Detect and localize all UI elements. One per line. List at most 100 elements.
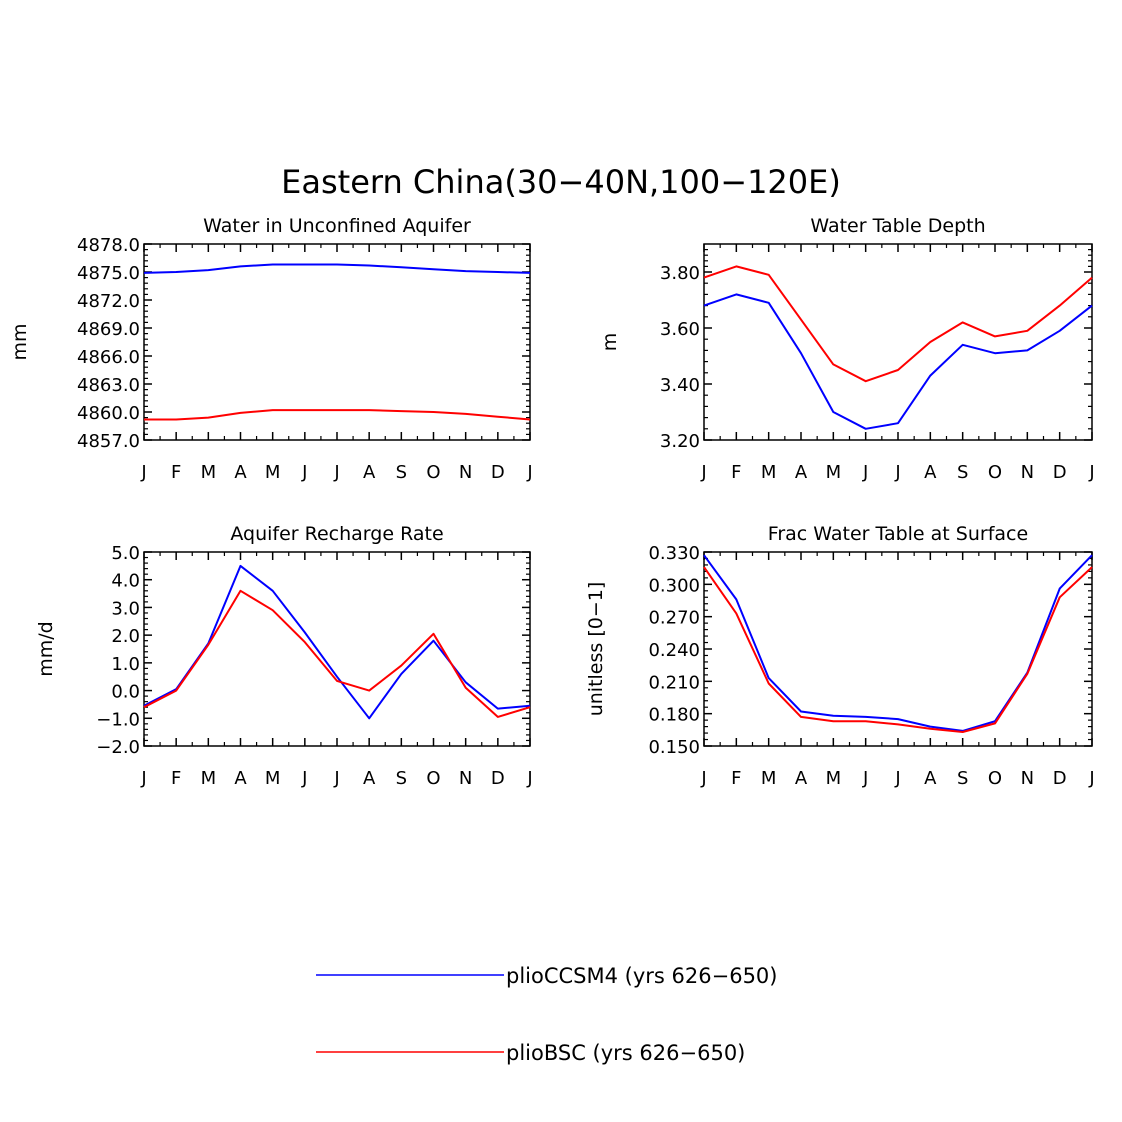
x-tick-label: J: [1088, 462, 1094, 483]
legend: plioCCSM4 (yrs 626−650) plioBSC (yrs 626−…: [316, 964, 777, 1065]
y-tick-label: 0.150: [648, 737, 700, 758]
x-tick-label: J: [301, 768, 307, 789]
series-line-plioBSC: [144, 409, 531, 421]
figure-title: Eastern China(30−40N,100−120E): [281, 163, 841, 201]
y-tick-label: 1.0: [111, 654, 140, 675]
x-tick-label: F: [731, 768, 741, 789]
x-tick-label: M: [761, 462, 777, 483]
x-tick-label: A: [924, 768, 937, 789]
x-tick-label: M: [826, 768, 842, 789]
x-tick-label: M: [826, 462, 842, 483]
x-tick-label: J: [140, 462, 146, 483]
y-tick-label: 0.300: [648, 575, 700, 596]
panel-4: J F M A M J J A S O N D J0.1500.1800.2100.2400.2700.…: [585, 523, 1095, 789]
y-tick-label: 0.330: [648, 543, 700, 564]
y-tick-label: 4.0: [111, 571, 140, 592]
series-line-plioCCSM4: [143, 263, 531, 274]
x-tick-label: A: [924, 462, 937, 483]
panel-title: Water in Unconfined Aquifer: [203, 215, 471, 237]
y-tick-label: 4860.0: [77, 403, 140, 424]
x-tick-label: J: [700, 462, 706, 483]
x-tick-label: F: [171, 768, 181, 789]
series-line-plioCCSM4: [703, 293, 1093, 430]
x-tick-label: J: [140, 768, 146, 789]
panel-3: J F M A M J J A S O N D J−2.0−1.00.01.02.03.04.05.0A…: [35, 523, 533, 789]
y-tick-label: 2.0: [111, 626, 140, 647]
x-tick-label: J: [862, 768, 868, 789]
x-tick-label: S: [957, 462, 968, 483]
x-tick-label: J: [526, 768, 532, 789]
series-line-plioBSC: [703, 265, 1093, 383]
legend-label: plioBSC (yrs 626−650): [506, 1041, 745, 1065]
x-tick-label: O: [988, 768, 1002, 789]
x-tick-label: F: [171, 462, 181, 483]
x-tick-label: J: [894, 462, 900, 483]
x-tick-label: A: [234, 768, 247, 789]
x-tick-label: O: [426, 768, 440, 789]
y-tick-label: 3.40: [660, 375, 700, 396]
x-tick-label: J: [862, 462, 868, 483]
y-tick-label: 4863.0: [77, 375, 140, 396]
legend-item-plioCCSM4: plioCCSM4 (yrs 626−650): [316, 964, 777, 988]
legend-item-plioBSC: plioBSC (yrs 626−650): [316, 1041, 745, 1065]
x-tick-label: J: [894, 768, 900, 789]
x-tick-label: D: [1053, 462, 1067, 483]
y-tick-label: 3.20: [660, 431, 700, 452]
panel-title: Frac Water Table at Surface: [768, 523, 1028, 545]
x-tick-label: N: [459, 462, 472, 483]
panel-title: Aquifer Recharge Rate: [230, 523, 443, 545]
y-tick-label: 0.270: [648, 608, 700, 629]
y-axis-label: m: [599, 333, 621, 352]
x-tick-label: N: [1021, 768, 1034, 789]
panel-1: J F M A M J J A S O N D J4857.04860.04863.04866.0486…: [9, 215, 533, 483]
y-tick-label: 4869.0: [77, 319, 140, 340]
y-tick-label: 0.240: [648, 640, 700, 661]
panels: J F M A M J J A S O N D J4857.04860.04863.04866.0486…: [9, 215, 1095, 789]
x-tick-label: S: [396, 768, 407, 789]
y-tick-label: 0.210: [648, 672, 700, 693]
series-line-plioBSC: [143, 589, 531, 718]
x-tick-label: D: [1053, 768, 1067, 789]
y-tick-label: 4866.0: [77, 347, 140, 368]
x-tick-label: N: [1021, 462, 1034, 483]
y-tick-label: −2.0: [96, 737, 140, 758]
x-tick-label: A: [363, 462, 376, 483]
y-tick-label: 0.180: [648, 705, 700, 726]
x-tick-label: J: [333, 768, 339, 789]
x-tick-label: J: [301, 462, 307, 483]
y-axis-label: mm/d: [35, 621, 57, 676]
y-tick-label: 4857.0: [77, 431, 140, 452]
x-tick-label: M: [265, 768, 281, 789]
y-tick-label: 4878.0: [77, 235, 140, 256]
x-tick-label: A: [795, 768, 808, 789]
x-tick-label: N: [459, 768, 472, 789]
x-tick-label: F: [731, 462, 741, 483]
x-tick-label: J: [526, 462, 532, 483]
x-tick-label: M: [265, 462, 281, 483]
x-tick-label: M: [201, 462, 217, 483]
x-tick-label: D: [491, 462, 505, 483]
y-tick-label: 4872.0: [77, 291, 140, 312]
legend-label: plioCCSM4 (yrs 626−650): [506, 964, 777, 988]
x-tick-label: O: [426, 462, 440, 483]
y-axis-label: unitless [0−1]: [585, 582, 607, 717]
y-tick-label: 3.80: [660, 263, 700, 284]
x-tick-label: O: [988, 462, 1002, 483]
x-tick-label: J: [333, 462, 339, 483]
y-tick-label: −1.0: [96, 709, 140, 730]
panel-title: Water Table Depth: [810, 215, 985, 237]
x-tick-label: S: [957, 768, 968, 789]
series-line-plioBSC: [703, 566, 1093, 733]
y-axis-label: mm: [9, 323, 31, 360]
x-tick-label: A: [234, 462, 247, 483]
x-tick-label: A: [795, 462, 808, 483]
x-tick-label: J: [700, 768, 706, 789]
x-tick-label: S: [396, 462, 407, 483]
y-tick-label: 3.0: [111, 598, 140, 619]
y-tick-label: 5.0: [111, 543, 140, 564]
y-tick-label: 0.0: [111, 682, 140, 703]
y-tick-label: 3.60: [660, 319, 700, 340]
